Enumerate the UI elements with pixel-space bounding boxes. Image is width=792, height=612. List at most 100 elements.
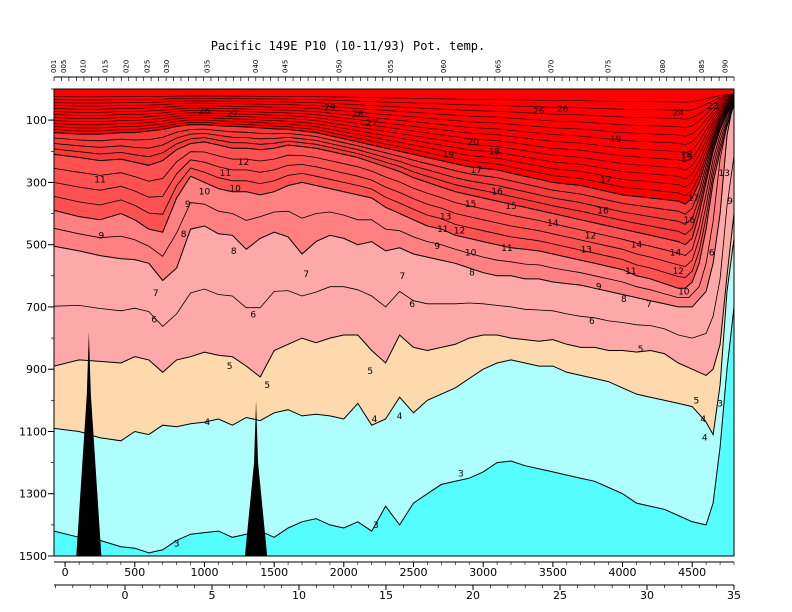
station-index-tick-label: 20 bbox=[466, 589, 480, 602]
contour-label: 3 bbox=[458, 470, 464, 480]
contour-label: 11 bbox=[501, 244, 512, 254]
isotherm-lines bbox=[54, 98, 734, 554]
distance-tick-label: 3500 bbox=[539, 566, 567, 579]
contour-label: 11 bbox=[220, 169, 231, 179]
isotherm-28 bbox=[54, 94, 734, 112]
band-<3 bbox=[54, 306, 734, 556]
station-index-tick-label: 15 bbox=[379, 589, 393, 602]
isotherm-26 bbox=[54, 94, 734, 129]
contour-label: 12 bbox=[238, 158, 249, 168]
contour-label: 16 bbox=[597, 206, 609, 216]
contour-label: 14 bbox=[631, 241, 643, 251]
contour-label: 11 bbox=[437, 225, 448, 235]
distance-tick-label: 2500 bbox=[400, 566, 428, 579]
station-label: 070 bbox=[548, 60, 556, 73]
isotherm-29 bbox=[54, 93, 734, 103]
isotherm-6 bbox=[54, 155, 734, 339]
contour-label: 16 bbox=[491, 188, 503, 198]
contour-label: 9 bbox=[596, 283, 602, 293]
station-label: 010 bbox=[79, 60, 87, 73]
isotherm-14 bbox=[54, 100, 734, 235]
contour-label: 13 bbox=[581, 245, 592, 255]
contour-label: 8 bbox=[231, 247, 237, 257]
contour-label: 3 bbox=[373, 521, 379, 531]
contour-label: 26 bbox=[557, 105, 569, 115]
station-label: 035 bbox=[203, 60, 211, 73]
station-index-axis: 0 5 10 15 20 25 30 35 bbox=[54, 584, 741, 602]
station-label: 040 bbox=[252, 60, 260, 73]
contour-label: 5 bbox=[227, 362, 233, 372]
contour-label: 15 bbox=[505, 202, 516, 212]
contour-label: 4 bbox=[397, 412, 403, 422]
distance-tick-label: 1000 bbox=[191, 566, 219, 579]
contour-label: 17 bbox=[688, 194, 699, 204]
contour-label: 5 bbox=[264, 381, 270, 391]
station-label: 065 bbox=[495, 60, 503, 73]
station-label: 080 bbox=[659, 60, 667, 73]
seafloor-spikes bbox=[76, 331, 268, 556]
isotherm-16 bbox=[54, 98, 734, 215]
isotherm-25 bbox=[54, 95, 734, 137]
contour-label: 19 bbox=[610, 135, 622, 145]
contour-label: 24 bbox=[673, 108, 685, 118]
contour-label: 13 bbox=[718, 169, 729, 179]
temperature-bands bbox=[54, 89, 734, 556]
depth-tick-label: 500 bbox=[26, 239, 47, 252]
isotherm-11 bbox=[54, 102, 734, 267]
isotherm-10 bbox=[54, 103, 734, 278]
contour-label: 27 bbox=[227, 110, 238, 120]
contour-label: 12 bbox=[673, 267, 684, 277]
isotherm-9 bbox=[54, 104, 734, 289]
contour-label: 12 bbox=[585, 231, 596, 241]
contour-label: 10 bbox=[199, 188, 211, 198]
isotherm-19 bbox=[54, 97, 734, 188]
depth-tick-label: 1300 bbox=[19, 488, 47, 501]
contour-label: 8 bbox=[181, 230, 187, 240]
contour-label: 28 bbox=[352, 110, 364, 120]
contour-label: 6 bbox=[250, 311, 256, 321]
isotherm-12 bbox=[54, 102, 734, 257]
station-index-tick-label: 10 bbox=[292, 589, 306, 602]
isotherm-22 bbox=[54, 96, 734, 163]
contour-label: 15 bbox=[681, 154, 692, 164]
isotherm-8 bbox=[54, 124, 728, 299]
contour-label: 3 bbox=[174, 540, 180, 550]
depth-tick-label: 1500 bbox=[19, 550, 47, 563]
station-label: 090 bbox=[722, 60, 730, 73]
contour-label: 18 bbox=[681, 150, 693, 160]
contour-label: 26 bbox=[533, 107, 545, 117]
isotherm-23 bbox=[54, 95, 734, 154]
contour-label: 26 bbox=[199, 107, 211, 117]
contour-label: 8 bbox=[469, 269, 475, 279]
contour-label: 7 bbox=[400, 272, 406, 282]
station-label: 030 bbox=[163, 60, 171, 73]
contour-label: 4 bbox=[700, 415, 706, 425]
thermocline-lines bbox=[54, 93, 734, 339]
isotherm-3 bbox=[54, 306, 734, 554]
distance-tick-label: 4000 bbox=[609, 566, 637, 579]
station-index-tick-label: 5 bbox=[209, 589, 216, 602]
plot-frame bbox=[53, 88, 735, 557]
contour-label: 5 bbox=[694, 396, 700, 406]
station-label: 085 bbox=[698, 60, 706, 73]
contour-label: 29 bbox=[324, 104, 336, 114]
station-index-tick-label: 0 bbox=[122, 589, 129, 602]
contour-label: 9 bbox=[434, 242, 440, 252]
depth-tick-label: 100 bbox=[26, 114, 47, 127]
isotherm-20 bbox=[54, 97, 734, 180]
station-index-tick-label: 25 bbox=[553, 589, 567, 602]
contour-label: 9 bbox=[185, 200, 191, 210]
distance-tick-label: 1500 bbox=[260, 566, 288, 579]
isotherm-5 bbox=[54, 213, 734, 378]
contour-label: 7 bbox=[646, 300, 652, 310]
contour-label: 19 bbox=[443, 150, 455, 160]
contour-label: 10 bbox=[229, 185, 241, 195]
isotherm-15 bbox=[54, 99, 734, 225]
contour-label: 6 bbox=[589, 317, 595, 327]
distance-axis: 0 500 1000 1500 2000 2500 3000 3500 4000 4500 bbox=[54, 561, 735, 579]
contour-label: 20 bbox=[468, 138, 480, 148]
contour-label: 17 bbox=[470, 166, 481, 176]
contour-label: 18 bbox=[489, 147, 501, 157]
isotherm-13 bbox=[54, 101, 734, 246]
